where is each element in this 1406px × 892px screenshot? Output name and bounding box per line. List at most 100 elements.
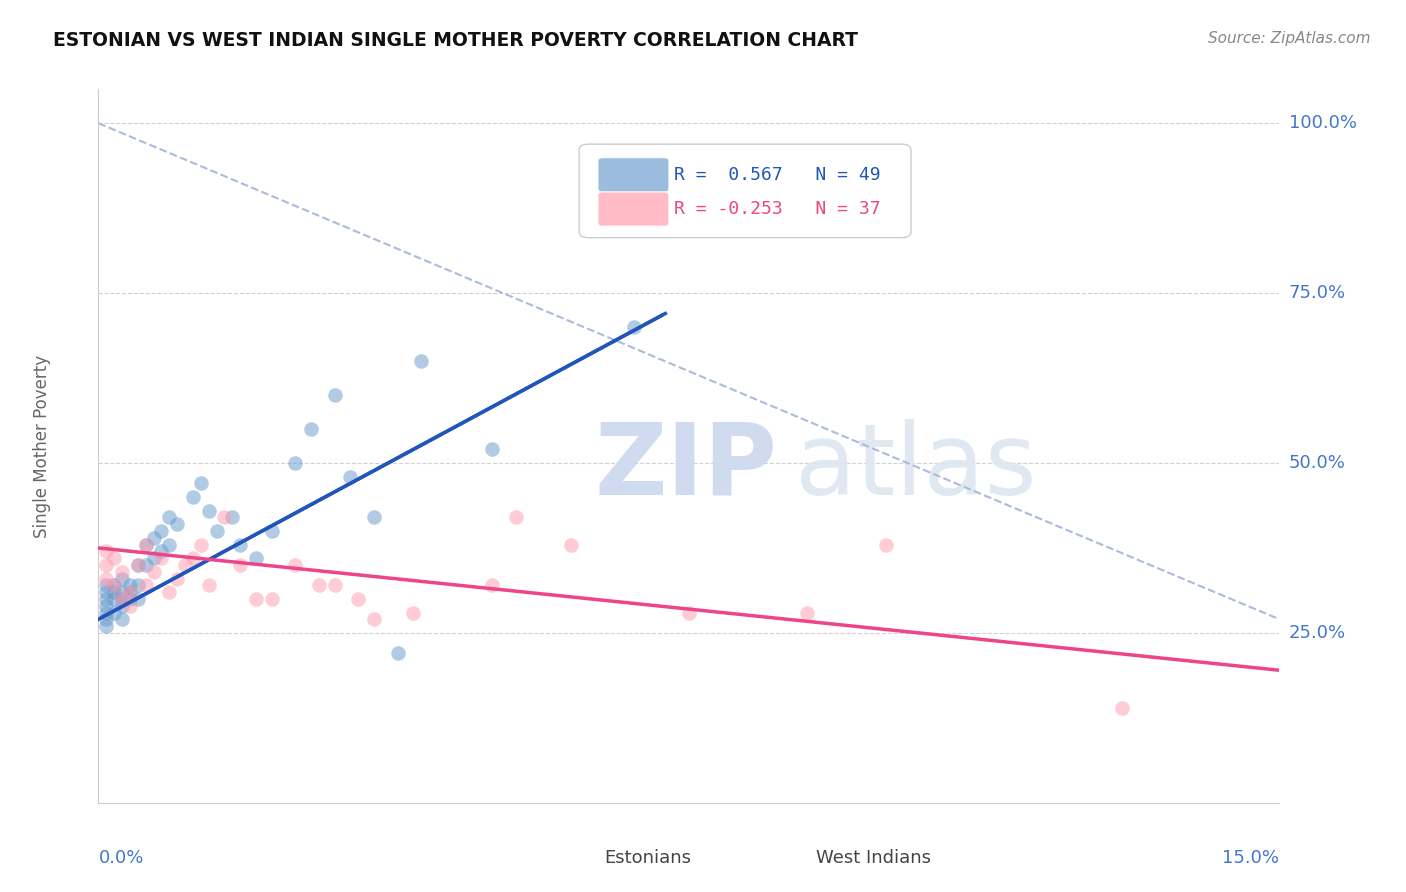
Text: 25.0%: 25.0% — [1289, 624, 1346, 642]
Point — [96, 591, 118, 606]
Point — [127, 578, 149, 592]
Point — [135, 537, 157, 551]
Point — [363, 612, 385, 626]
Text: 0.0%: 0.0% — [98, 849, 143, 867]
Point — [323, 578, 346, 592]
Point — [118, 585, 141, 599]
Point — [702, 150, 724, 164]
Point — [127, 558, 149, 572]
Point — [245, 551, 267, 566]
Point — [103, 578, 125, 592]
Point — [299, 422, 322, 436]
Point — [190, 537, 212, 551]
Text: R = -0.253   N = 37: R = -0.253 N = 37 — [673, 200, 880, 218]
Point — [103, 585, 125, 599]
Point — [111, 565, 134, 579]
Point — [284, 456, 307, 470]
Point — [142, 565, 165, 579]
Point — [402, 606, 425, 620]
FancyBboxPatch shape — [544, 844, 596, 871]
Point — [181, 551, 204, 566]
Point — [560, 537, 582, 551]
Point — [323, 388, 346, 402]
Point — [127, 558, 149, 572]
Point — [157, 585, 180, 599]
Point — [96, 585, 118, 599]
Text: 50.0%: 50.0% — [1289, 454, 1346, 472]
Point — [111, 585, 134, 599]
Point — [481, 578, 503, 592]
Point — [229, 537, 252, 551]
Point — [284, 558, 307, 572]
Point — [197, 503, 219, 517]
Point — [150, 524, 173, 538]
Point — [111, 572, 134, 586]
Point — [135, 558, 157, 572]
Point — [111, 612, 134, 626]
Point — [157, 537, 180, 551]
Point — [214, 510, 236, 524]
Text: ESTONIAN VS WEST INDIAN SINGLE MOTHER POVERTY CORRELATION CHART: ESTONIAN VS WEST INDIAN SINGLE MOTHER PO… — [53, 31, 859, 50]
Point — [205, 524, 228, 538]
FancyBboxPatch shape — [756, 844, 808, 871]
Point — [118, 578, 141, 592]
Point — [197, 578, 219, 592]
Text: West Indians: West Indians — [817, 849, 932, 867]
Point — [363, 510, 385, 524]
Text: Source: ZipAtlas.com: Source: ZipAtlas.com — [1208, 31, 1371, 46]
Point — [96, 619, 118, 633]
Point — [96, 544, 118, 558]
Point — [308, 578, 330, 592]
Point — [339, 469, 361, 483]
Point — [96, 572, 118, 586]
Point — [111, 599, 134, 613]
Point — [150, 544, 173, 558]
Point — [411, 354, 433, 368]
Point — [103, 591, 125, 606]
Point — [796, 606, 818, 620]
Point — [96, 599, 118, 613]
Point — [150, 551, 173, 566]
Point — [96, 606, 118, 620]
Point — [505, 510, 527, 524]
Text: Estonians: Estonians — [605, 849, 690, 867]
Point — [111, 591, 134, 606]
Point — [135, 537, 157, 551]
Point — [260, 524, 283, 538]
Point — [96, 578, 118, 592]
Point — [96, 612, 118, 626]
Point — [157, 510, 180, 524]
Point — [142, 551, 165, 566]
Point — [347, 591, 370, 606]
Point — [166, 517, 188, 532]
Text: Single Mother Poverty: Single Mother Poverty — [32, 354, 51, 538]
Point — [118, 585, 141, 599]
Point — [481, 442, 503, 457]
Point — [103, 606, 125, 620]
Text: R =  0.567   N = 49: R = 0.567 N = 49 — [673, 166, 880, 184]
Point — [174, 558, 197, 572]
Point — [875, 537, 897, 551]
Point — [678, 606, 700, 620]
Point — [118, 599, 141, 613]
Point — [103, 551, 125, 566]
Point — [96, 558, 118, 572]
FancyBboxPatch shape — [598, 158, 669, 192]
Point — [127, 591, 149, 606]
Text: 75.0%: 75.0% — [1289, 284, 1346, 302]
Point — [229, 558, 252, 572]
Point — [118, 591, 141, 606]
Text: atlas: atlas — [796, 419, 1036, 516]
Point — [103, 578, 125, 592]
Point — [623, 320, 645, 334]
Point — [135, 578, 157, 592]
Point — [221, 510, 243, 524]
Point — [166, 572, 188, 586]
Text: 100.0%: 100.0% — [1289, 114, 1357, 132]
Point — [260, 591, 283, 606]
Text: 15.0%: 15.0% — [1222, 849, 1279, 867]
Point — [142, 531, 165, 545]
FancyBboxPatch shape — [598, 192, 669, 227]
Point — [1111, 700, 1133, 714]
Point — [245, 591, 267, 606]
